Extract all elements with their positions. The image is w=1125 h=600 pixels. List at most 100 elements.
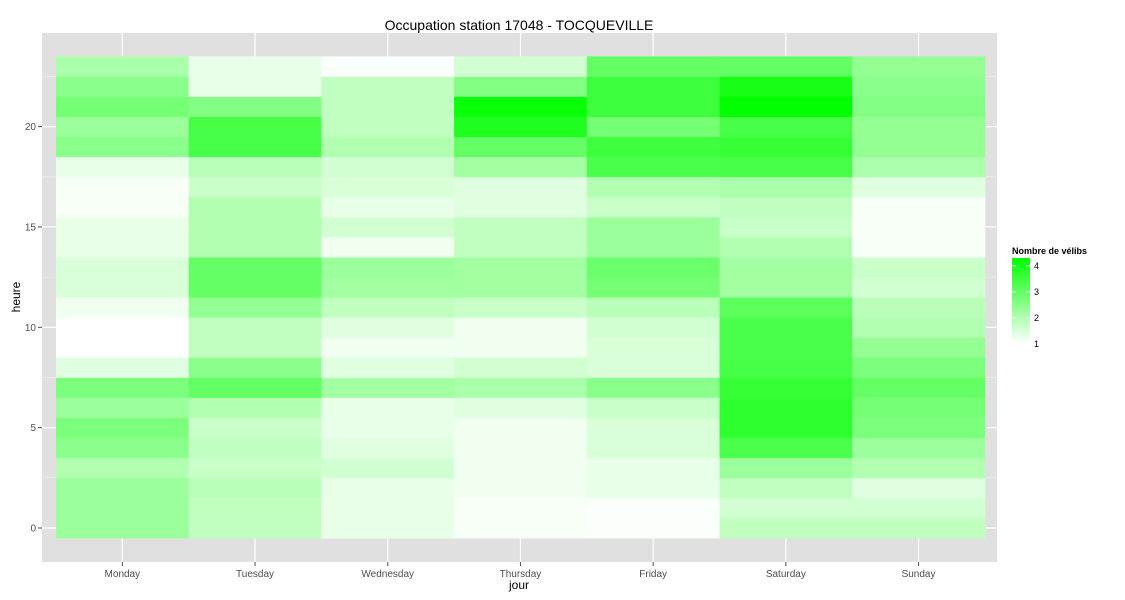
heatmap-cell (56, 116, 190, 138)
heatmap-cell (719, 216, 853, 238)
x-tick-label: Friday (639, 569, 667, 580)
x-tick-label: Monday (105, 569, 141, 580)
heatmap-cell (454, 397, 588, 419)
y-tick-label: 20 (25, 122, 37, 133)
heatmap-cell (188, 457, 322, 479)
heatmap-cell (321, 196, 455, 218)
heatmap-cell (188, 437, 322, 459)
heatmap-cell (454, 156, 588, 178)
heatmap-cell (454, 76, 588, 97)
heatmap-cell (719, 417, 853, 439)
heatmap-cell (719, 156, 853, 178)
axis-ticks (38, 126, 920, 566)
heatmap-cell (56, 236, 190, 258)
heatmap-cell (188, 477, 322, 499)
heatmap-cell (454, 457, 588, 479)
heatmap-cell (454, 56, 588, 77)
heatmap-cell (321, 457, 455, 479)
heatmap-cell (719, 196, 853, 218)
heatmap-cell (454, 136, 588, 158)
heatmap-cell (321, 297, 455, 318)
heatmap-cell (321, 277, 455, 298)
heatmap-cell (454, 477, 588, 499)
heatmap-cell (586, 457, 720, 479)
legend-label: 4 (1034, 261, 1039, 271)
heatmap-cell (586, 297, 720, 318)
heatmap-cell (56, 417, 190, 439)
heatmap-cell (719, 116, 853, 138)
heatmap-cell (188, 277, 322, 298)
x-tick-label: Wednesday (361, 569, 414, 580)
heatmap-cell (719, 277, 853, 298)
heatmap-cell (454, 277, 588, 298)
heatmap-cell (321, 257, 455, 278)
heatmap-cell (852, 136, 986, 158)
heatmap-cell (719, 317, 853, 338)
heatmap-cell (719, 257, 853, 278)
heatmap-cell (188, 257, 322, 278)
heatmap-cell (56, 437, 190, 459)
heatmap-cell (56, 457, 190, 479)
chart-title: Occupation station 17048 - TOCQUEVILLE (385, 17, 654, 33)
heatmap-cell (852, 377, 986, 398)
heatmap-cell (719, 337, 853, 358)
heatmap-cell (56, 257, 190, 278)
heatmap-cell (852, 216, 986, 238)
heatmap-cell (56, 96, 190, 117)
heatmap-cell (188, 116, 322, 138)
heatmap-cell (454, 216, 588, 238)
heatmap-cell (454, 317, 588, 338)
heatmap-cell (321, 176, 455, 198)
heatmap-cell (56, 397, 190, 419)
heatmap-cell (719, 437, 853, 459)
heatmap-cell (321, 477, 455, 499)
heatmap-cell (454, 176, 588, 198)
heatmap-cell (188, 297, 322, 318)
heatmap-cell (454, 96, 588, 117)
heatmap-cell (188, 136, 322, 158)
heatmap-cell (586, 116, 720, 138)
heatmap-cell (719, 517, 853, 539)
heatmap-cell (852, 196, 986, 218)
x-tick-label: Sunday (902, 569, 936, 580)
heatmap-cell (56, 196, 190, 218)
heatmap-cell (454, 257, 588, 278)
heatmap-cell (188, 337, 322, 358)
heatmap-cell (719, 96, 853, 117)
heatmap-cell (321, 397, 455, 419)
heatmap-cell (56, 317, 190, 338)
heatmap-cell (454, 377, 588, 398)
legend-label: 2 (1034, 313, 1039, 323)
heatmap-cell (586, 437, 720, 459)
heatmap-cell (454, 437, 588, 459)
heatmap-cell (719, 76, 853, 97)
heatmap-cell (56, 76, 190, 97)
heatmap-cell (56, 497, 190, 519)
heatmap-cell (321, 136, 455, 158)
x-axis-title: jour (508, 578, 529, 592)
y-tick-label: 10 (25, 323, 37, 334)
x-tick-label: Tuesday (236, 569, 274, 580)
heatmap-cell (321, 497, 455, 519)
heatmap-cell (852, 437, 986, 459)
heatmap-cell (586, 317, 720, 338)
heatmap-cell (852, 76, 986, 97)
heatmap-cell (586, 377, 720, 398)
heatmap-cell (852, 477, 986, 499)
heatmap-cell (56, 337, 190, 358)
heatmap-cell (719, 357, 853, 378)
heatmap-cell (586, 96, 720, 117)
heatmap-cell (56, 136, 190, 158)
heatmap-cell (586, 417, 720, 439)
heatmap-cell (188, 216, 322, 238)
heatmap-cell (321, 357, 455, 378)
heatmap-cell (852, 277, 986, 298)
heatmap-cell (852, 96, 986, 117)
heatmap-cell (56, 377, 190, 398)
y-tick-label: 15 (25, 222, 37, 233)
heatmap-cell (188, 317, 322, 338)
heatmap-cells (56, 56, 986, 539)
heatmap-cell (321, 437, 455, 459)
heatmap-cell (586, 477, 720, 499)
